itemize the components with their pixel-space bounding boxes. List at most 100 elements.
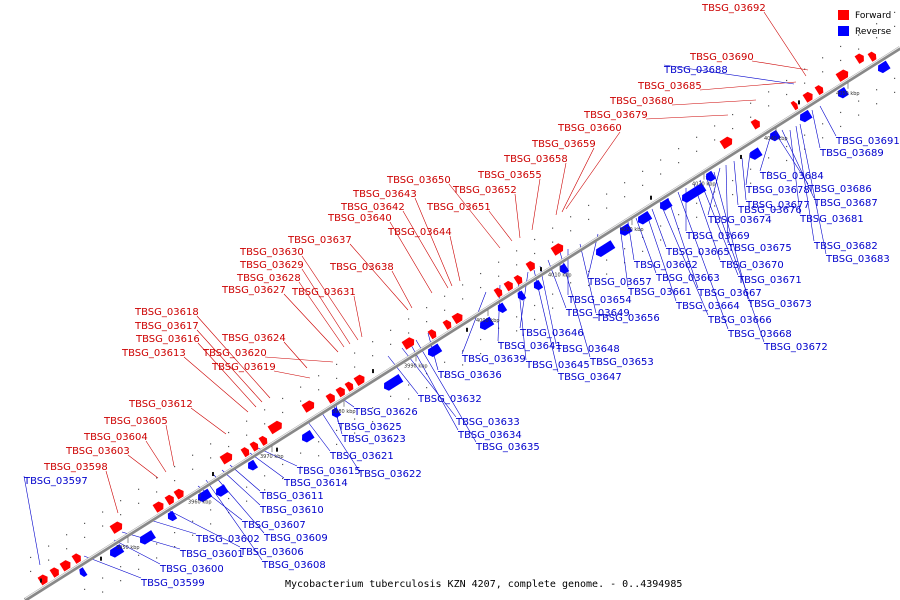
grid-dot — [462, 350, 464, 352]
grid-dot — [156, 491, 158, 493]
feature-marker — [372, 369, 374, 374]
grid-dot — [750, 182, 752, 184]
forward-gene — [835, 69, 849, 82]
forward-gene-label: TBSG_03680 — [609, 96, 674, 107]
forward-gene — [173, 488, 184, 500]
reverse-gene-label: TBSG_03691 — [835, 136, 900, 147]
grid-dot — [390, 343, 392, 345]
grid-dot — [588, 284, 590, 287]
reverse-leader-line — [667, 197, 699, 289]
grid-dot — [138, 488, 140, 490]
gene-arrow — [854, 53, 864, 64]
grid-dot — [714, 125, 716, 127]
reverse-gene-label: TBSG_03674 — [707, 215, 772, 226]
grid-dot — [678, 214, 680, 216]
reverse-leader-line — [663, 64, 795, 85]
reverse-leader-line — [775, 133, 809, 185]
forward-leader-line — [301, 268, 351, 345]
reverse-gene-label: TBSG_03611 — [259, 491, 324, 502]
grid-dot — [606, 273, 608, 275]
gene-arrow — [384, 374, 404, 391]
grid-dot — [444, 295, 446, 297]
grid-dot — [858, 100, 860, 102]
forward-gene — [442, 319, 452, 330]
forward-leader-line — [264, 356, 334, 363]
grid-dot — [138, 502, 140, 504]
grid-dot — [300, 386, 302, 388]
grid-dot — [282, 411, 284, 414]
grid-dot — [408, 332, 410, 334]
reverse-gene-label: TBSG_03608 — [261, 560, 326, 571]
reverse-leader-line — [205, 479, 263, 561]
reverse-gene-label: TBSG_03688 — [663, 65, 728, 76]
grid-dot — [660, 225, 662, 227]
reverse-gene — [750, 147, 763, 160]
forward-gene — [867, 51, 877, 62]
gene-arrow — [638, 211, 653, 225]
reverse-gene-label: TBSG_03656 — [595, 313, 660, 324]
gene-arrow — [110, 544, 125, 558]
forward-leader-line — [402, 210, 449, 289]
grid-dot — [336, 377, 338, 380]
reverse-gene-label: TBSG_03671 — [737, 275, 802, 286]
grid-dot — [552, 307, 554, 309]
grid-dot — [390, 409, 392, 411]
grid-dot — [642, 184, 644, 186]
grid-dot — [588, 204, 590, 207]
reverse-leader-line — [759, 137, 771, 172]
grid-dot — [678, 162, 680, 164]
forward-leader-line — [183, 356, 249, 413]
scale-tick-label: 4030 kbp — [692, 182, 716, 188]
gene-arrow — [248, 459, 259, 471]
gene-arrow — [838, 86, 849, 99]
grid-dot — [696, 136, 698, 138]
gene-arrow — [878, 60, 891, 74]
leader-lines — [23, 11, 837, 579]
reverse-gene-label: TBSG_03626 — [353, 407, 418, 418]
grid-dot — [552, 293, 554, 295]
reverse-gene-label: TBSG_03666 — [707, 315, 772, 326]
grid-dot — [660, 239, 662, 241]
grid-dot — [606, 259, 608, 261]
forward-gene — [71, 553, 81, 564]
grid-dot — [138, 568, 140, 570]
reverse-leader-line — [249, 452, 285, 479]
grid-dot — [606, 193, 608, 195]
forward-gene — [37, 574, 48, 586]
grid-dot — [102, 511, 104, 513]
gene-arrow — [258, 435, 268, 446]
grid-dot — [840, 111, 842, 114]
grid-dot — [606, 207, 608, 209]
grid-dot — [372, 421, 374, 423]
gene-arrow — [216, 484, 229, 497]
reverse-gene-label: TBSG_03610 — [259, 505, 324, 516]
grid-dot — [534, 252, 536, 255]
gene-arrow — [267, 420, 282, 435]
reverse-gene — [596, 240, 616, 257]
forward-leader-line — [283, 341, 308, 369]
grid-dot — [84, 522, 86, 524]
grid-dot — [588, 270, 590, 273]
grid-dot — [696, 150, 698, 152]
grid-dot — [408, 398, 410, 400]
reverse-leader-line — [811, 109, 821, 149]
reverse-leader-line — [713, 171, 749, 300]
gene-arrow — [428, 343, 443, 357]
reverse-gene-label: TBSG_03600 — [159, 564, 224, 575]
reverse-gene — [167, 510, 178, 522]
grid-dot — [858, 114, 860, 116]
grid-dot — [570, 230, 572, 232]
grid-dot — [318, 455, 320, 457]
grid-dot — [300, 452, 302, 454]
forward-gene — [301, 400, 315, 413]
reverse-gene-label: TBSG_03641 — [497, 341, 562, 352]
forward-gene — [790, 100, 799, 111]
gene-arrow — [331, 407, 342, 418]
forward-leader-line — [349, 243, 409, 311]
reverse-gene-label: TBSG_03684 — [759, 171, 824, 182]
reverse-leader-line — [795, 125, 815, 242]
grid-dot — [426, 307, 428, 309]
forward-gene — [353, 374, 365, 386]
forward-gene-label: TBSG_03598 — [43, 462, 108, 473]
forward-gene-label: TBSG_03631 — [291, 287, 356, 298]
